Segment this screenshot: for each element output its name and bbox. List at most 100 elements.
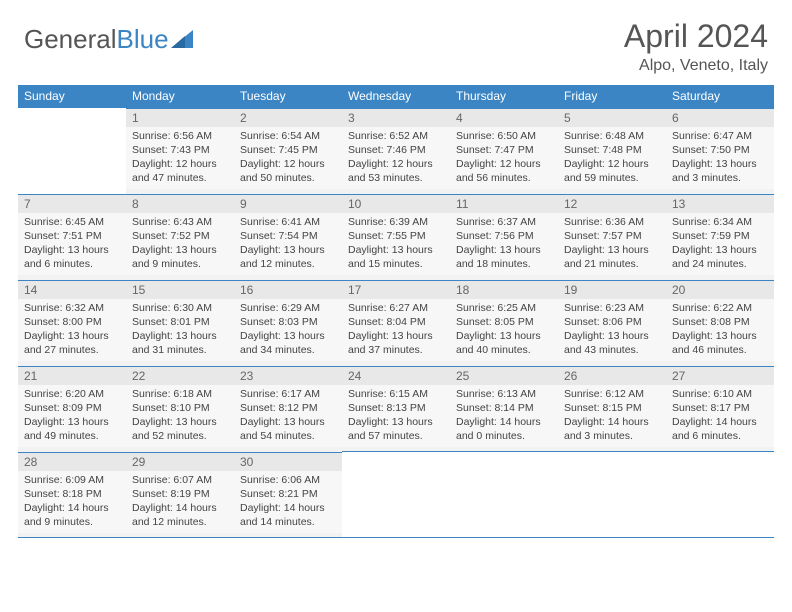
sunrise-text: Sunrise: 6:39 AM: [348, 215, 444, 229]
empty-day-cell: [450, 452, 558, 538]
sunset-text: Sunset: 8:17 PM: [672, 401, 768, 415]
daylight-text-1: Daylight: 12 hours: [564, 157, 660, 171]
sunrise-text: Sunrise: 6:23 AM: [564, 301, 660, 315]
day-number: 10: [342, 195, 450, 213]
day-cell: 11Sunrise: 6:37 AMSunset: 7:56 PMDayligh…: [450, 194, 558, 280]
daylight-text-2: and 27 minutes.: [24, 343, 120, 357]
day-number: 26: [558, 367, 666, 385]
logo-text-blue: Blue: [117, 24, 169, 55]
day-cell: 20Sunrise: 6:22 AMSunset: 8:08 PMDayligh…: [666, 280, 774, 366]
sunset-text: Sunset: 8:03 PM: [240, 315, 336, 329]
daylight-text-2: and 59 minutes.: [564, 171, 660, 185]
day-number: 13: [666, 195, 774, 213]
day-cell: 6Sunrise: 6:47 AMSunset: 7:50 PMDaylight…: [666, 108, 774, 194]
empty-day-cell: [18, 108, 126, 194]
day-details: Sunrise: 6:20 AMSunset: 8:09 PMDaylight:…: [18, 385, 126, 448]
daylight-text-1: Daylight: 13 hours: [24, 329, 120, 343]
daylight-text-1: Daylight: 13 hours: [456, 243, 552, 257]
day-cell: 28Sunrise: 6:09 AMSunset: 8:18 PMDayligh…: [18, 452, 126, 538]
sunrise-text: Sunrise: 6:06 AM: [240, 473, 336, 487]
calendar-week-row: 14Sunrise: 6:32 AMSunset: 8:00 PMDayligh…: [18, 280, 774, 366]
day-number: 12: [558, 195, 666, 213]
day-details: Sunrise: 6:48 AMSunset: 7:48 PMDaylight:…: [558, 127, 666, 190]
calendar-week-row: 1Sunrise: 6:56 AMSunset: 7:43 PMDaylight…: [18, 108, 774, 194]
sunset-text: Sunset: 8:01 PM: [132, 315, 228, 329]
day-details: Sunrise: 6:52 AMSunset: 7:46 PMDaylight:…: [342, 127, 450, 190]
sunset-text: Sunset: 8:18 PM: [24, 487, 120, 501]
daylight-text-2: and 34 minutes.: [240, 343, 336, 357]
day-number: 15: [126, 281, 234, 299]
sunset-text: Sunset: 7:56 PM: [456, 229, 552, 243]
daylight-text-1: Daylight: 14 hours: [24, 501, 120, 515]
daylight-text-2: and 46 minutes.: [672, 343, 768, 357]
daylight-text-2: and 56 minutes.: [456, 171, 552, 185]
sunset-text: Sunset: 7:48 PM: [564, 143, 660, 157]
day-cell: 2Sunrise: 6:54 AMSunset: 7:45 PMDaylight…: [234, 108, 342, 194]
sunrise-text: Sunrise: 6:20 AM: [24, 387, 120, 401]
daylight-text-2: and 47 minutes.: [132, 171, 228, 185]
day-details: Sunrise: 6:15 AMSunset: 8:13 PMDaylight:…: [342, 385, 450, 448]
daylight-text-2: and 6 minutes.: [672, 429, 768, 443]
day-details: Sunrise: 6:09 AMSunset: 8:18 PMDaylight:…: [18, 471, 126, 534]
sunset-text: Sunset: 8:00 PM: [24, 315, 120, 329]
day-details: Sunrise: 6:34 AMSunset: 7:59 PMDaylight:…: [666, 213, 774, 276]
day-cell: 24Sunrise: 6:15 AMSunset: 8:13 PMDayligh…: [342, 366, 450, 452]
sunrise-text: Sunrise: 6:48 AM: [564, 129, 660, 143]
day-details: Sunrise: 6:54 AMSunset: 7:45 PMDaylight:…: [234, 127, 342, 190]
day-cell: 3Sunrise: 6:52 AMSunset: 7:46 PMDaylight…: [342, 108, 450, 194]
sunset-text: Sunset: 7:50 PM: [672, 143, 768, 157]
daylight-text-2: and 15 minutes.: [348, 257, 444, 271]
day-cell: 25Sunrise: 6:13 AMSunset: 8:14 PMDayligh…: [450, 366, 558, 452]
daylight-text-2: and 52 minutes.: [132, 429, 228, 443]
day-details: Sunrise: 6:07 AMSunset: 8:19 PMDaylight:…: [126, 471, 234, 534]
sunrise-text: Sunrise: 6:13 AM: [456, 387, 552, 401]
sunset-text: Sunset: 8:10 PM: [132, 401, 228, 415]
day-details: Sunrise: 6:06 AMSunset: 8:21 PMDaylight:…: [234, 471, 342, 534]
day-details: Sunrise: 6:27 AMSunset: 8:04 PMDaylight:…: [342, 299, 450, 362]
day-details: Sunrise: 6:32 AMSunset: 8:00 PMDaylight:…: [18, 299, 126, 362]
sunset-text: Sunset: 8:04 PM: [348, 315, 444, 329]
day-header: Friday: [558, 85, 666, 108]
day-details: Sunrise: 6:30 AMSunset: 8:01 PMDaylight:…: [126, 299, 234, 362]
day-details: Sunrise: 6:37 AMSunset: 7:56 PMDaylight:…: [450, 213, 558, 276]
daylight-text-1: Daylight: 13 hours: [672, 243, 768, 257]
day-number: 17: [342, 281, 450, 299]
day-number: 8: [126, 195, 234, 213]
daylight-text-1: Daylight: 14 hours: [564, 415, 660, 429]
day-number: 18: [450, 281, 558, 299]
sunrise-text: Sunrise: 6:47 AM: [672, 129, 768, 143]
daylight-text-2: and 57 minutes.: [348, 429, 444, 443]
daylight-text-2: and 54 minutes.: [240, 429, 336, 443]
daylight-text-2: and 9 minutes.: [132, 257, 228, 271]
sunset-text: Sunset: 8:08 PM: [672, 315, 768, 329]
day-cell: 12Sunrise: 6:36 AMSunset: 7:57 PMDayligh…: [558, 194, 666, 280]
day-number: 3: [342, 109, 450, 127]
day-cell: 8Sunrise: 6:43 AMSunset: 7:52 PMDaylight…: [126, 194, 234, 280]
day-cell: 29Sunrise: 6:07 AMSunset: 8:19 PMDayligh…: [126, 452, 234, 538]
day-cell: 10Sunrise: 6:39 AMSunset: 7:55 PMDayligh…: [342, 194, 450, 280]
day-cell: 5Sunrise: 6:48 AMSunset: 7:48 PMDaylight…: [558, 108, 666, 194]
daylight-text-1: Daylight: 13 hours: [132, 329, 228, 343]
sunset-text: Sunset: 7:59 PM: [672, 229, 768, 243]
day-number: 22: [126, 367, 234, 385]
day-details: Sunrise: 6:13 AMSunset: 8:14 PMDaylight:…: [450, 385, 558, 448]
day-number: 9: [234, 195, 342, 213]
day-cell: 9Sunrise: 6:41 AMSunset: 7:54 PMDaylight…: [234, 194, 342, 280]
day-cell: 14Sunrise: 6:32 AMSunset: 8:00 PMDayligh…: [18, 280, 126, 366]
sunrise-text: Sunrise: 6:37 AM: [456, 215, 552, 229]
day-cell: 22Sunrise: 6:18 AMSunset: 8:10 PMDayligh…: [126, 366, 234, 452]
day-number: 11: [450, 195, 558, 213]
day-details: Sunrise: 6:29 AMSunset: 8:03 PMDaylight:…: [234, 299, 342, 362]
day-details: Sunrise: 6:50 AMSunset: 7:47 PMDaylight:…: [450, 127, 558, 190]
sunrise-text: Sunrise: 6:36 AM: [564, 215, 660, 229]
sunset-text: Sunset: 8:14 PM: [456, 401, 552, 415]
daylight-text-2: and 6 minutes.: [24, 257, 120, 271]
sunrise-text: Sunrise: 6:29 AM: [240, 301, 336, 315]
daylight-text-2: and 12 minutes.: [132, 515, 228, 529]
day-header: Saturday: [666, 85, 774, 108]
day-header: Wednesday: [342, 85, 450, 108]
daylight-text-1: Daylight: 14 hours: [672, 415, 768, 429]
day-cell: 19Sunrise: 6:23 AMSunset: 8:06 PMDayligh…: [558, 280, 666, 366]
day-details: Sunrise: 6:41 AMSunset: 7:54 PMDaylight:…: [234, 213, 342, 276]
daylight-text-1: Daylight: 13 hours: [240, 243, 336, 257]
